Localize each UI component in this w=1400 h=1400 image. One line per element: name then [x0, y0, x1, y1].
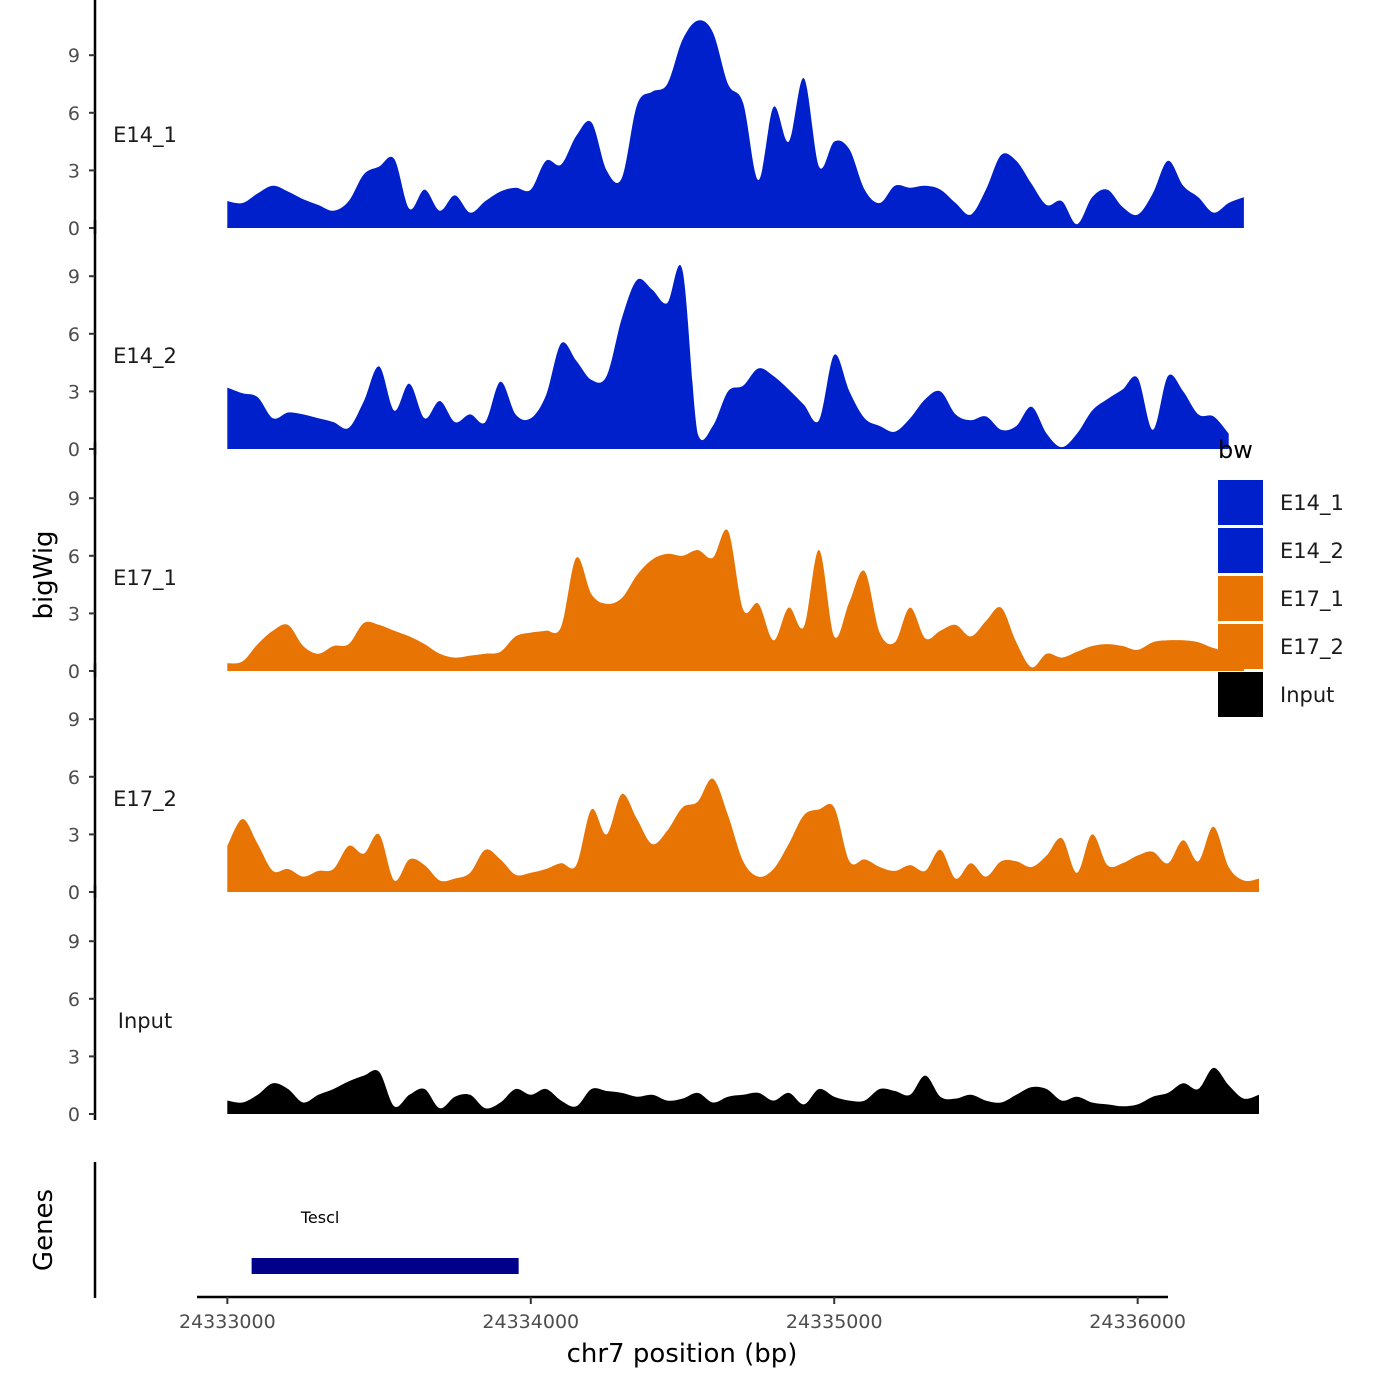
legend-swatch-Input [1218, 672, 1263, 717]
x-tick-label: 24335000 [786, 1311, 883, 1333]
signal-tracks: 0 3 6 9 E14_1 0 3 6 9 E14_2 0 3 6 9 E17_1 0 3 6 9 E17_2 0 3 6 9… [68, 0, 1259, 1126]
track-E14_1: 0 3 6 9 E14_1 [68, 0, 1244, 240]
legend-label: E14_2 [1280, 539, 1344, 564]
signal-area-Input [227, 1067, 1259, 1114]
x-tick-label: 24336000 [1089, 1311, 1186, 1333]
legend-label: E17_2 [1280, 635, 1344, 660]
legend-swatch-E17_2 [1218, 624, 1263, 669]
y-tick-label: 6 [68, 767, 80, 789]
genes-axis-title: Genes [29, 1189, 59, 1271]
track-E14_2: 0 3 6 9 E14_2 [68, 220, 1229, 461]
y-tick-label: 3 [68, 1046, 80, 1068]
x-axis-title: chr7 position (bp) [567, 1339, 798, 1369]
legend-swatch-E17_1 [1218, 576, 1263, 621]
track-label: E17_2 [113, 787, 177, 812]
track-E17_2: 0 3 6 9 E17_2 [68, 663, 1259, 904]
signal-area-E14_2 [227, 265, 1229, 449]
legend-label: Input [1280, 683, 1334, 707]
track-label: E14_1 [113, 123, 177, 148]
x-tick-label: 24334000 [482, 1311, 579, 1333]
gene-label: Tescl [300, 1208, 339, 1227]
y-tick-label: 6 [68, 989, 80, 1011]
y-tick-label: 9 [68, 266, 80, 288]
legend-label: E14_1 [1280, 491, 1344, 516]
y-tick-label: 0 [68, 1104, 80, 1126]
track-E17_1: 0 3 6 9 E17_1 [68, 442, 1244, 683]
legend-title: bw [1218, 436, 1253, 464]
signal-area-E17_1 [227, 529, 1244, 671]
y-axis-title: bigWig [29, 530, 59, 619]
y-tick-label: 0 [68, 218, 80, 240]
signal-area-E17_2 [227, 778, 1259, 892]
y-tick-label: 0 [68, 882, 80, 904]
legend-swatch-E14_2 [1218, 528, 1263, 573]
y-tick-label: 6 [68, 103, 80, 125]
x-tick-label: 24333000 [179, 1311, 276, 1333]
y-tick-label: 3 [68, 603, 80, 625]
y-tick-label: 9 [68, 488, 80, 510]
legend-label: E17_1 [1280, 587, 1344, 612]
y-tick-label: 6 [68, 324, 80, 346]
track-label: Input [118, 1009, 172, 1033]
x-axis: 24333000 24334000 24335000 24336000 [179, 1295, 1186, 1333]
y-tick-label: 6 [68, 546, 80, 568]
y-tick-label: 9 [68, 45, 80, 67]
gene-body [251, 1258, 519, 1274]
y-tick-label: 0 [68, 661, 80, 683]
y-tick-label: 0 [68, 439, 80, 461]
legend-swatch-E14_1 [1218, 480, 1263, 525]
genes-track: Genes Tescl [29, 1162, 519, 1298]
track-label: E17_1 [113, 566, 177, 591]
y-tick-label: 3 [68, 160, 80, 182]
track-Input: 0 3 6 9 Input [68, 885, 1259, 1126]
y-tick-label: 3 [68, 381, 80, 403]
signal-area-E14_1 [227, 20, 1244, 228]
y-tick-label: 9 [68, 709, 80, 731]
y-tick-label: 9 [68, 931, 80, 953]
legend: bw E14_1 E14_2 E17_1 E17_2 Input [1218, 436, 1344, 717]
y-tick-label: 3 [68, 824, 80, 846]
track-label: E14_2 [113, 344, 177, 369]
